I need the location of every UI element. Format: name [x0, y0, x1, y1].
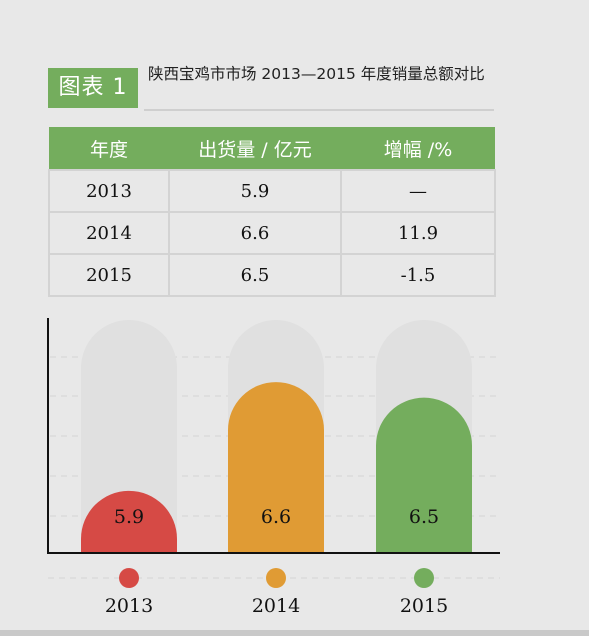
- table-cell-year: 2015: [48, 253, 170, 297]
- bar-value-label: 6.5: [409, 506, 439, 528]
- legend-dot-2013: [119, 568, 139, 588]
- table-header-row: 年度 出货量 / 亿元 增幅 /%: [49, 127, 495, 170]
- figure-title: 陕西宝鸡市市场 2013—2015 年度销量总额对比: [148, 65, 485, 83]
- table-row: 2013 5.9 —: [48, 169, 496, 213]
- x-tick-label: 2014: [252, 595, 300, 617]
- x-tick-label: 2015: [400, 595, 448, 617]
- sales-table: 年度 出货量 / 亿元 增幅 /% 2013 5.9 — 2014 6.6 11…: [48, 127, 496, 297]
- bar-value-label: 5.9: [114, 506, 144, 528]
- bar-track: [81, 320, 177, 553]
- table-row: 2015 6.5 -1.5: [48, 253, 496, 297]
- table-cell-growth: -1.5: [340, 253, 496, 297]
- table-cell-growth: —: [340, 169, 496, 213]
- x-tick-label: 2013: [105, 595, 153, 617]
- legend-dot-2014: [266, 568, 286, 588]
- table-cell-growth: 11.9: [340, 211, 496, 255]
- legend-dot-2015: [414, 568, 434, 588]
- bar-2015: [376, 397, 473, 553]
- bar-2014: [228, 382, 324, 553]
- title-divider: [144, 109, 494, 111]
- header-growth: 增幅 /%: [341, 127, 495, 170]
- table-cell-shipment: 6.5: [168, 253, 342, 297]
- header-year: 年度: [49, 127, 169, 170]
- table-cell-year: 2013: [48, 169, 170, 213]
- header-shipment: 出货量 / 亿元: [169, 127, 341, 170]
- table-cell-shipment: 5.9: [168, 169, 342, 213]
- bar-value-label: 6.6: [261, 506, 291, 528]
- table-row: 2014 6.6 11.9: [48, 211, 496, 255]
- bar-2013: [81, 490, 177, 553]
- bottom-rule: [0, 630, 589, 636]
- table-cell-shipment: 6.6: [168, 211, 342, 255]
- figure-badge: 图表 1: [48, 68, 138, 108]
- table-cell-year: 2014: [48, 211, 170, 255]
